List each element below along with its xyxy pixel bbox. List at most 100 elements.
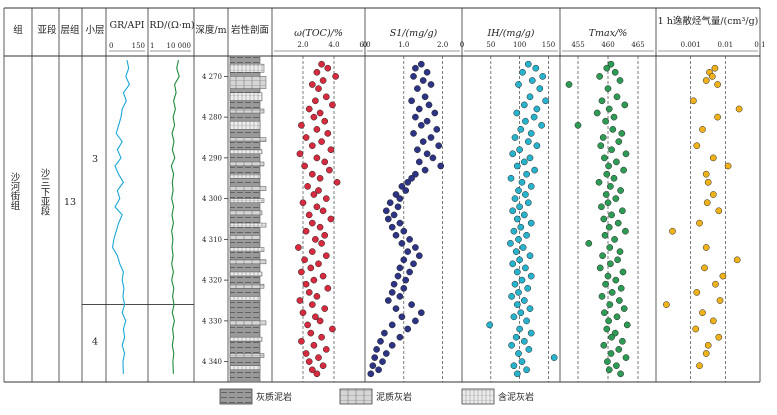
panel-s1-point xyxy=(415,252,423,260)
panel-toc-point xyxy=(304,183,311,190)
panel-tmax-point xyxy=(621,101,629,109)
panel-ih-point xyxy=(533,105,541,113)
panel-tmax-point xyxy=(602,280,609,288)
panel-ih-point xyxy=(533,142,541,150)
panel-s1-point xyxy=(379,358,386,365)
panel-ih-point xyxy=(513,370,521,378)
panel-tmax-point xyxy=(598,97,606,105)
panel-s1-point xyxy=(406,236,413,243)
panel-s1-point xyxy=(412,113,419,121)
panel-toc-point xyxy=(308,170,316,178)
panel-tmax-point xyxy=(608,333,615,341)
panel-ih-point xyxy=(536,85,544,92)
panel-ih-point xyxy=(486,321,494,329)
panel-tmax-point xyxy=(613,158,620,166)
panel-tmax-point xyxy=(585,240,593,247)
panel-gas-point xyxy=(669,227,676,235)
panel-s1-point xyxy=(417,60,425,68)
panel-gas-point xyxy=(702,350,710,357)
panel-ih-point xyxy=(528,77,536,84)
panel-s1-point xyxy=(384,215,392,223)
panel-ih-tick-label: 50 xyxy=(486,41,495,49)
panel-gas-point xyxy=(699,126,706,133)
panel-toc-point xyxy=(308,301,316,308)
panel-toc-point xyxy=(319,77,327,84)
panel-ih-point xyxy=(513,268,521,276)
depth-tick-label: 4 310 xyxy=(202,236,222,244)
panel-toc-point xyxy=(319,362,327,370)
panel-toc-point xyxy=(308,219,316,227)
panel-ih-point xyxy=(516,146,523,154)
lithology-layer-17 xyxy=(229,283,265,289)
panel-s1-point xyxy=(414,146,421,154)
panel-toc-point xyxy=(333,178,341,186)
panel-toc-point xyxy=(305,289,313,296)
panel-toc-point xyxy=(298,268,305,276)
panel-s1-point xyxy=(408,301,415,308)
panel-toc-tick-label: 4.0 xyxy=(328,41,339,49)
panel-toc-point xyxy=(322,93,330,101)
panel-toc-point xyxy=(305,358,313,365)
panel-tmax-point xyxy=(597,142,605,150)
table-frame xyxy=(3,7,761,383)
lithology-layer-1 xyxy=(229,76,267,89)
panel-toc-point xyxy=(305,105,313,113)
panel-ih-point xyxy=(508,293,515,300)
panel-ih-point xyxy=(515,289,522,296)
group-value: 沙河街组 xyxy=(9,172,21,210)
panel-toc-point xyxy=(318,333,325,341)
panel-tmax-point xyxy=(603,325,611,333)
panel-ih-point xyxy=(523,231,530,239)
panel-gas-point xyxy=(702,244,710,251)
panel-s1-tick-label: 2.0 xyxy=(437,41,448,49)
log-rd-tick-max: 10 000 xyxy=(167,42,192,50)
panel-s1-point xyxy=(375,366,382,374)
legend-swatch-mud-bearing-limestone xyxy=(461,388,495,405)
panel-s1-point xyxy=(396,195,404,202)
panel-ih-point xyxy=(515,81,522,88)
panel-toc-point xyxy=(322,252,330,260)
panel-s1-point xyxy=(421,166,429,174)
panel-s1-point xyxy=(388,223,396,231)
panel-s1-tick-label: 1.0 xyxy=(398,41,409,49)
panel-toc-point xyxy=(302,134,310,141)
panel-ih-point xyxy=(522,117,529,125)
panel-s1-point xyxy=(396,293,404,300)
panel-s1-point xyxy=(423,150,431,158)
panel-tmax-point xyxy=(596,73,603,80)
panel-tmax-point xyxy=(605,162,612,170)
panel-gas-tick-label: 0.001 xyxy=(681,41,701,49)
panel-tmax-point xyxy=(613,93,621,101)
lithology-base xyxy=(229,55,261,383)
panel-gas-point xyxy=(663,301,670,308)
legend: 灰质泥岩 泥质灰岩 含泥灰岩 xyxy=(219,388,534,405)
log-curves xyxy=(109,50,191,374)
panel-gas-point xyxy=(693,142,701,150)
panel-toc-point xyxy=(308,142,316,150)
panel-tmax-point xyxy=(605,317,612,325)
panel-s1-point xyxy=(369,362,377,370)
panel-ih-point xyxy=(523,170,530,178)
panel-tmax-title: Tmax/% xyxy=(589,28,628,39)
log-gr-tick-max: 150 xyxy=(132,42,145,50)
panel-gas-point xyxy=(696,219,703,227)
panel-gas-point xyxy=(690,97,697,105)
panel-toc-point xyxy=(295,244,302,251)
panel-s1-point xyxy=(388,321,396,329)
depth-tick-label: 4 290 xyxy=(202,154,222,162)
panel-toc-point xyxy=(329,101,336,109)
panel-ih-point xyxy=(516,325,523,333)
panel-s1-point xyxy=(419,77,427,84)
panel-tmax-point xyxy=(601,154,608,162)
col-group-header: 组 xyxy=(13,24,23,36)
panel-gas-point xyxy=(709,191,717,198)
panel-tmax-point xyxy=(598,203,605,211)
panel-toc-point xyxy=(319,207,327,215)
panel-toc-point xyxy=(298,337,305,345)
panel-s1-point xyxy=(404,325,412,333)
legend-swatch-calcareous-mudstone xyxy=(219,388,253,405)
lithology-layer-6 xyxy=(229,149,263,155)
panel-s1-point xyxy=(382,207,390,215)
panel-toc-point xyxy=(308,248,316,255)
